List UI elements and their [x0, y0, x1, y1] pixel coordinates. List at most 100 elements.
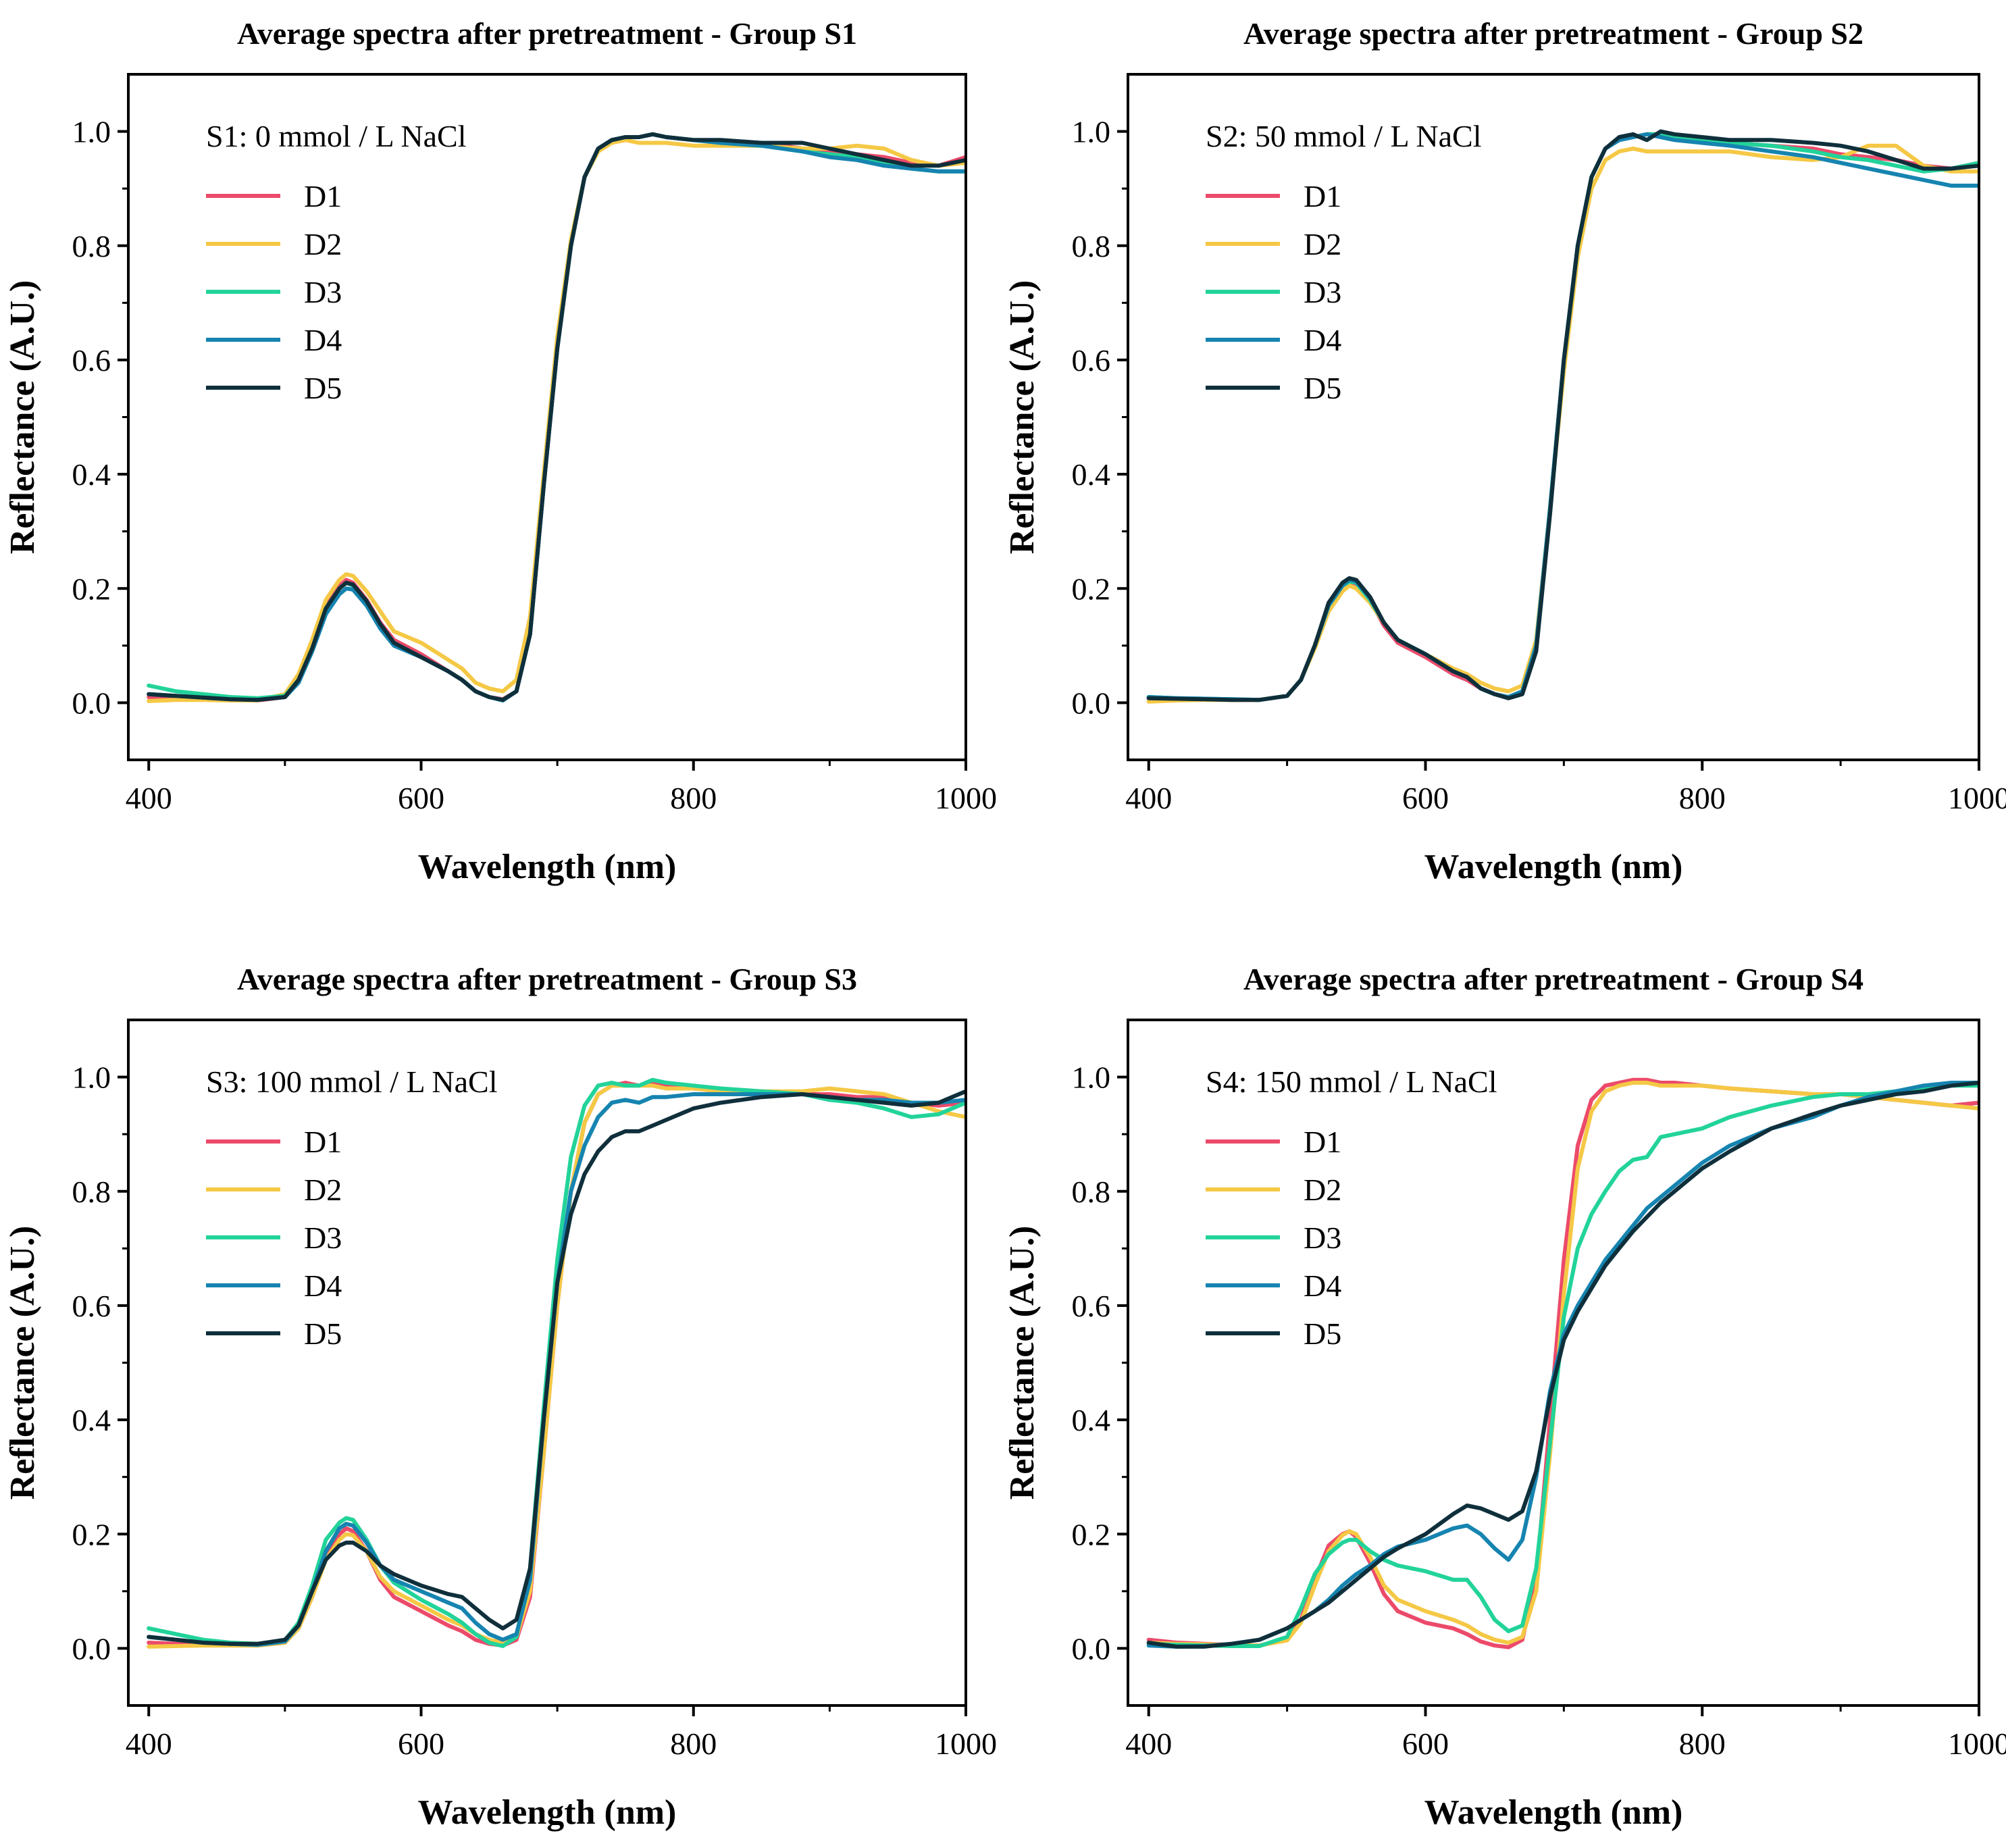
series-line-d4 — [147, 1092, 966, 1647]
legend-label-d4: D4 — [304, 1268, 342, 1303]
x-tick-label: 1000 — [1948, 1726, 2006, 1761]
y-tick-label: 0.0 — [1072, 686, 1111, 720]
series-line-d5 — [147, 132, 966, 702]
series-line-d3 — [147, 1077, 966, 1648]
y-tick-label: 0.8 — [72, 1175, 111, 1209]
chart-panel-3: Average spectra after pretreatment - Gro… — [3, 962, 997, 1832]
x-tick-label: 600 — [398, 1726, 444, 1761]
y-tick-label: 0.6 — [1072, 1289, 1111, 1323]
x-tick-label: 1000 — [935, 1726, 997, 1761]
legend: D1 D2 D3 D4 D5 — [1206, 179, 1341, 405]
x-tick-label: 800 — [670, 781, 717, 815]
y-tick-label: 0.8 — [72, 229, 111, 263]
series-line-d5 — [1146, 1081, 1979, 1649]
series-line-d3 — [1146, 132, 1979, 702]
chart-title: Average spectra after pretreatment - Gro… — [237, 962, 857, 996]
y-tick-label: 1.0 — [72, 115, 111, 149]
series-line-d3 — [1146, 1083, 1979, 1648]
legend: D1 D2 D3 D4 D5 — [206, 179, 342, 405]
chart-title: Average spectra after pretreatment - Gro… — [1243, 16, 1863, 51]
y-tick-label: 0.8 — [1072, 229, 1111, 263]
y-axis-label: Reflectance (A.U.) — [1003, 280, 1041, 555]
y-tick-label: 0.4 — [72, 457, 111, 492]
y-tick-label: 0.4 — [1072, 457, 1111, 492]
series-line-d1 — [1146, 1077, 1979, 1649]
y-tick-label: 0.4 — [1072, 1403, 1111, 1437]
x-tick-label: 400 — [1125, 781, 1172, 815]
chart-title: Average spectra after pretreatment - Gro… — [1243, 962, 1863, 996]
x-tick-label: 600 — [1402, 781, 1449, 815]
chart-panel-2: Average spectra after pretreatment - Gro… — [1003, 16, 2006, 886]
y-axis-label: Reflectance (A.U.) — [1003, 1226, 1041, 1500]
y-tick-label: 0.4 — [72, 1403, 111, 1437]
series-line-d5 — [1146, 129, 1979, 702]
chart-panel-1: Average spectra after pretreatment - Gro… — [3, 16, 997, 886]
legend-label-d4: D4 — [1304, 323, 1341, 357]
condition-label: S3: 100 mmol / L NaCl — [206, 1064, 497, 1099]
legend-label-d2: D2 — [304, 227, 342, 261]
y-tick-label: 0.8 — [1072, 1175, 1111, 1209]
x-tick-label: 600 — [1402, 1726, 1449, 1761]
legend-label-d3: D3 — [304, 275, 342, 309]
series-line-d2 — [147, 1083, 966, 1649]
x-tick-label: 400 — [1125, 1726, 1172, 1761]
legend-label-d4: D4 — [1304, 1268, 1341, 1303]
series-line-d4 — [1146, 1081, 1979, 1649]
y-tick-label: 0.2 — [72, 571, 111, 606]
condition-label: S2: 50 mmol / L NaCl — [1206, 119, 1481, 153]
legend-label-d4: D4 — [304, 323, 342, 357]
legend-label-d5: D5 — [1304, 371, 1341, 405]
legend-label-d2: D2 — [304, 1173, 342, 1207]
legend-label-d5: D5 — [304, 371, 342, 405]
legend-label-d3: D3 — [1304, 275, 1341, 309]
legend-label-d1: D1 — [304, 179, 342, 213]
legend: D1 D2 D3 D4 D5 — [206, 1125, 342, 1351]
legend-label-d3: D3 — [1304, 1221, 1341, 1255]
series-line-d1 — [1146, 132, 1979, 702]
x-axis-label: Wavelength (nm) — [1424, 1793, 1683, 1832]
series-line-d4 — [147, 132, 966, 702]
x-axis-label: Wavelength (nm) — [1424, 848, 1683, 886]
legend-label-d5: D5 — [1304, 1316, 1341, 1351]
legend-label-d1: D1 — [1304, 179, 1341, 213]
legend-label-d1: D1 — [304, 1125, 342, 1159]
legend: D1 D2 D3 D4 D5 — [1206, 1125, 1341, 1351]
y-tick-label: 0.6 — [72, 1289, 111, 1323]
legend-label-d1: D1 — [1304, 1125, 1341, 1159]
y-axis-label: Reflectance (A.U.) — [3, 1226, 42, 1500]
plot-frame — [1127, 73, 1980, 761]
condition-label: S4: 150 mmol / L NaCl — [1206, 1064, 1497, 1099]
y-axis-label: Reflectance (A.U.) — [3, 280, 42, 555]
x-tick-label: 600 — [398, 781, 444, 815]
y-tick-label: 1.0 — [1072, 115, 1111, 149]
series-line-d2 — [1146, 143, 1979, 704]
condition-label: S1: 0 mmol / L NaCl — [206, 119, 466, 153]
chart-title: Average spectra after pretreatment - Gro… — [237, 16, 857, 51]
y-tick-label: 1.0 — [1072, 1060, 1111, 1095]
x-tick-label: 400 — [126, 1726, 172, 1761]
legend-label-d3: D3 — [304, 1221, 342, 1255]
series-line-d2 — [1146, 1081, 1979, 1648]
x-tick-label: 1000 — [935, 781, 997, 815]
y-tick-label: 0.0 — [72, 686, 111, 720]
chart-panel-4: Average spectra after pretreatment - Gro… — [1003, 962, 2006, 1832]
y-tick-label: 0.0 — [1072, 1631, 1111, 1666]
series-line-d3 — [147, 132, 966, 702]
series-line-d1 — [147, 1081, 966, 1648]
y-tick-label: 0.2 — [72, 1517, 111, 1551]
series-line-d1 — [147, 132, 966, 702]
y-tick-label: 0.2 — [1072, 571, 1111, 606]
x-tick-label: 800 — [1679, 781, 1726, 815]
x-tick-label: 1000 — [1948, 781, 2006, 815]
series-line-d5 — [147, 1089, 966, 1646]
y-tick-label: 0.0 — [72, 1631, 111, 1666]
series-line-d2 — [147, 138, 966, 703]
x-tick-label: 800 — [1679, 1726, 1726, 1761]
y-tick-label: 1.0 — [72, 1060, 111, 1095]
legend-label-d5: D5 — [304, 1316, 342, 1351]
legend-label-d2: D2 — [1304, 1173, 1341, 1207]
y-tick-label: 0.6 — [1072, 343, 1111, 378]
y-tick-label: 0.2 — [1072, 1517, 1111, 1551]
x-tick-label: 800 — [670, 1726, 717, 1761]
